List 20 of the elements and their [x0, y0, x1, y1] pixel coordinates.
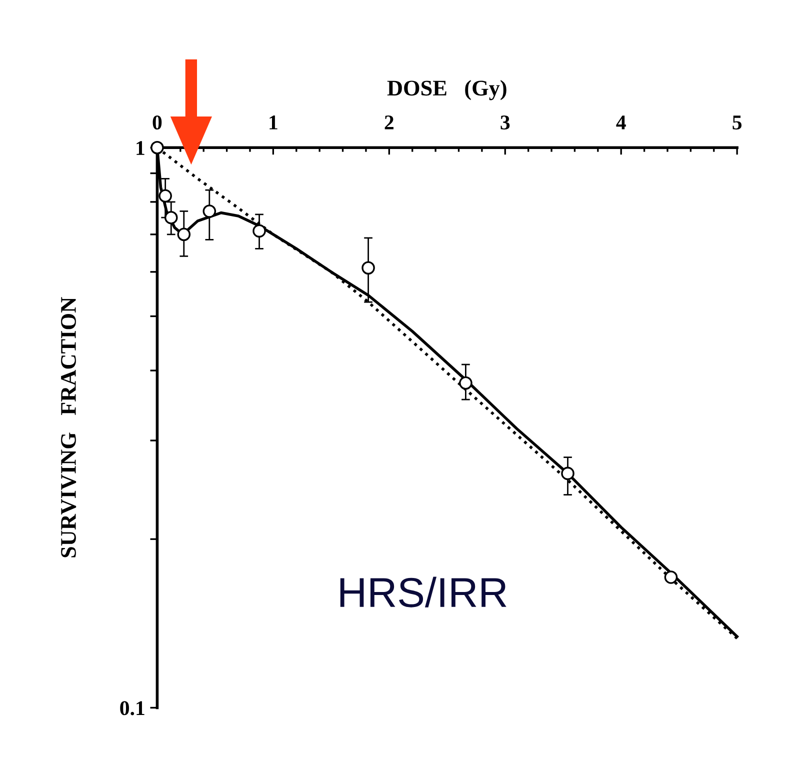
x-tick-label: 2	[384, 116, 394, 130]
x-tick-label: 1	[270, 116, 278, 130]
point	[202, 204, 216, 218]
x-axis-title: DOSE (Gy)	[387, 80, 506, 100]
point	[252, 224, 266, 238]
x-tick-label: 4	[616, 116, 626, 130]
x-tick-label: 5	[732, 116, 742, 130]
y-tick-label: 0.1	[120, 701, 144, 716]
point	[177, 228, 191, 242]
point	[158, 189, 172, 203]
point	[150, 140, 164, 154]
y-axis-title: SURVIVING FRACTION	[61, 297, 76, 558]
point	[459, 376, 472, 390]
annotation: HRS/IRR	[340, 576, 506, 608]
point	[362, 261, 375, 275]
x-tick-label: 3	[500, 116, 510, 130]
point	[561, 466, 574, 480]
point	[164, 210, 178, 224]
x-tick-label: 0	[152, 115, 162, 130]
point	[664, 570, 678, 584]
